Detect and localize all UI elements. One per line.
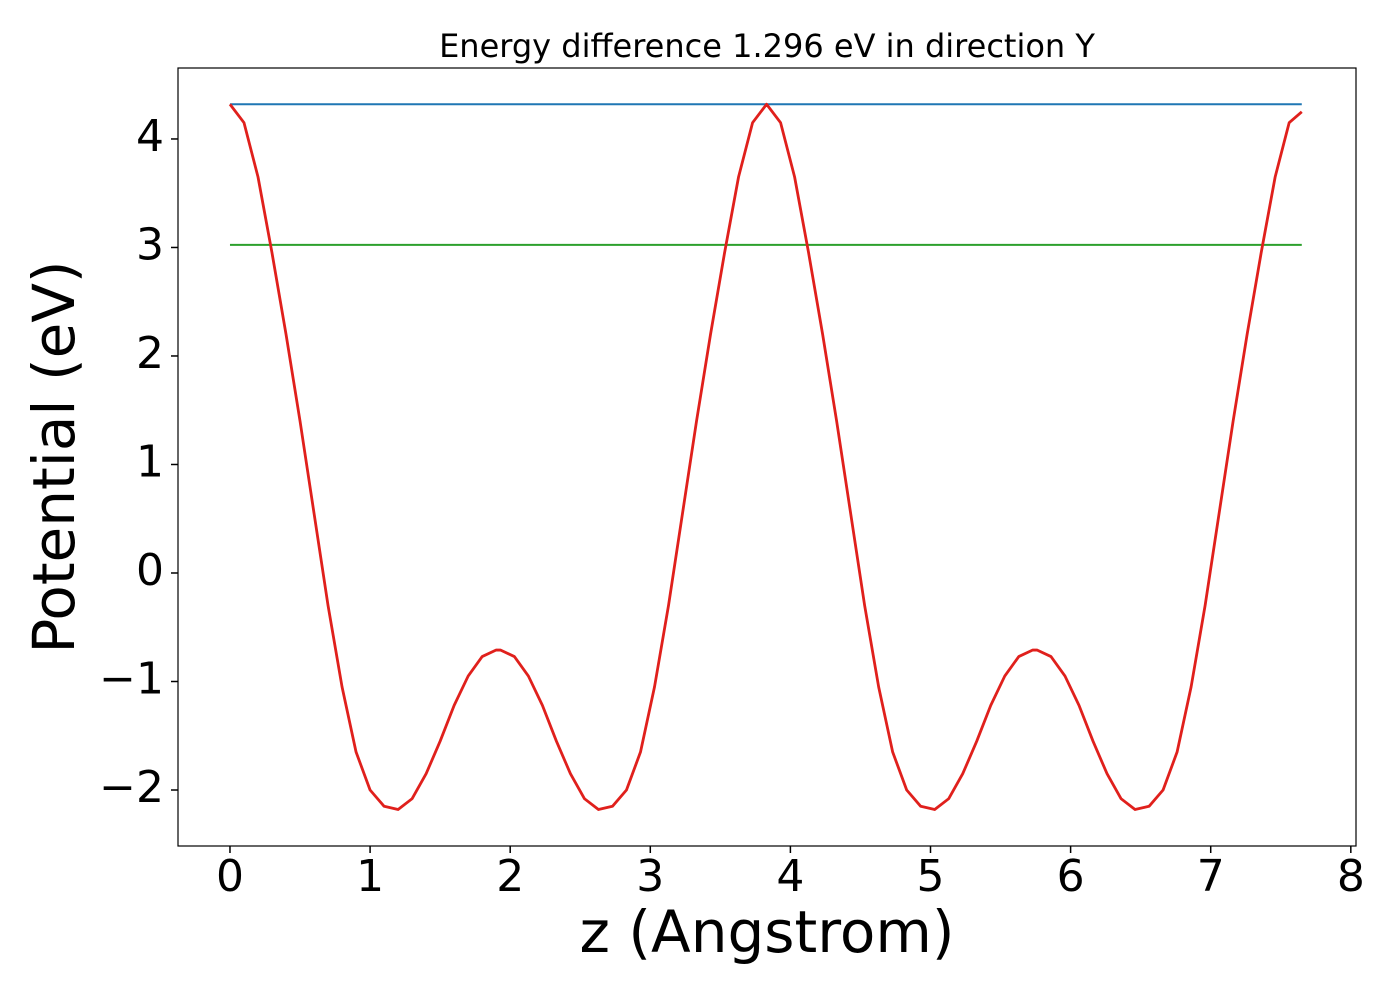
x-axis-label: z (Angstrom)	[580, 898, 955, 966]
y-tick-label: 4	[136, 111, 164, 162]
y-tick-label: −1	[99, 654, 164, 705]
line-series	[228, 102, 1303, 811]
x-tick-label: 1	[356, 851, 384, 902]
x-tick-label: 2	[496, 851, 524, 902]
y-tick-label: 1	[136, 436, 164, 487]
x-tick-label: 3	[636, 851, 664, 902]
y-tick-label: 0	[136, 545, 164, 596]
y-tick-label: 3	[136, 219, 164, 270]
x-tick-label: 8	[1337, 851, 1365, 902]
chart-title: Energy difference 1.296 eV in direction …	[439, 27, 1095, 65]
y-tick-label: −2	[99, 762, 164, 813]
y-axis-label: Potential (eV)	[20, 260, 88, 653]
y-tick-label: 2	[136, 328, 164, 379]
x-tick-label: 4	[776, 851, 804, 902]
plot-frame	[177, 67, 1357, 847]
x-tick-label: 0	[216, 851, 244, 902]
x-tick-label: 6	[1057, 851, 1085, 902]
x-tick-label: 7	[1197, 851, 1225, 902]
x-tick-label: 5	[917, 851, 945, 902]
